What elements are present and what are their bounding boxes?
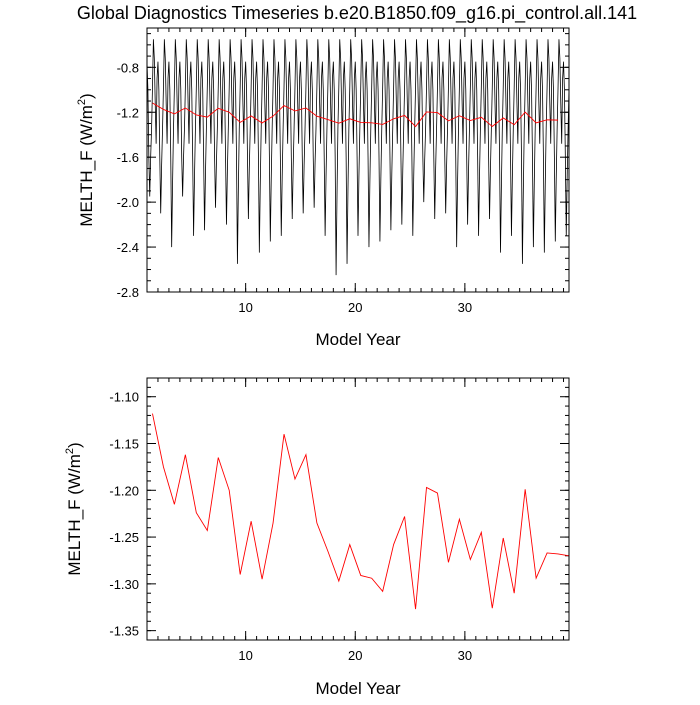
plot-frame (146, 377, 570, 641)
x-tick-label: 20 (348, 300, 362, 315)
x-tick-label: 30 (458, 300, 472, 315)
y-axis-label-superscript: 2 (64, 448, 76, 454)
y-tick-label: -0.8 (117, 60, 139, 75)
y-tick-label: -1.25 (109, 530, 139, 545)
y-tick-label: -1.20 (109, 483, 139, 498)
x-tick-label: 10 (238, 300, 252, 315)
x-tick-label: 30 (458, 648, 472, 663)
y-tick-label: -1.30 (109, 577, 139, 592)
y-axis-label-close: ) (65, 442, 84, 448)
y-tick-label: -1.15 (109, 437, 139, 452)
x-axis-label: Model Year (315, 679, 400, 698)
y-tick-label: -1.2 (117, 105, 139, 120)
figure-title: Global Diagnostics Timeseries b.e20.B185… (77, 3, 637, 24)
plot-frame (146, 27, 570, 293)
y-tick-label: -1.6 (117, 150, 139, 165)
x-axis-label: Model Year (315, 330, 400, 349)
y-tick-label: -1.35 (109, 624, 139, 639)
annual-series-line (152, 413, 569, 610)
y-axis-label-main: MELTH_F (W/m (77, 105, 96, 227)
top-panel: 10 20 30 -2.8 -2.4 -2.0 -1.6 -1.2 -0.8 Model Year… (76, 27, 570, 349)
annual-series-line (152, 102, 559, 128)
series-group (147, 39, 569, 276)
x-tick-label: 20 (348, 648, 362, 663)
y-axis-label-main: MELTH_F (W/m (65, 454, 84, 576)
x-tick-label: 10 (238, 648, 252, 663)
y-axis-label: MELTH_F (W/m2) (64, 442, 84, 575)
y-axis-label: MELTH_F (W/m2) (76, 93, 96, 226)
y-axis-label-close: ) (77, 93, 96, 99)
y-tick-label: -2.0 (117, 195, 139, 210)
series-group (152, 413, 569, 610)
bottom-panel: 10 20 30 -1.35 -1.30 -1.25 -1.20 -1.15 -1.10 Mode… (64, 377, 570, 698)
y-axis-label-superscript: 2 (76, 99, 88, 105)
monthly-series-line (147, 39, 569, 276)
y-tick-label: -2.4 (117, 240, 139, 255)
y-tick-label: -1.10 (109, 390, 139, 405)
y-tick-label: -2.8 (117, 285, 139, 300)
